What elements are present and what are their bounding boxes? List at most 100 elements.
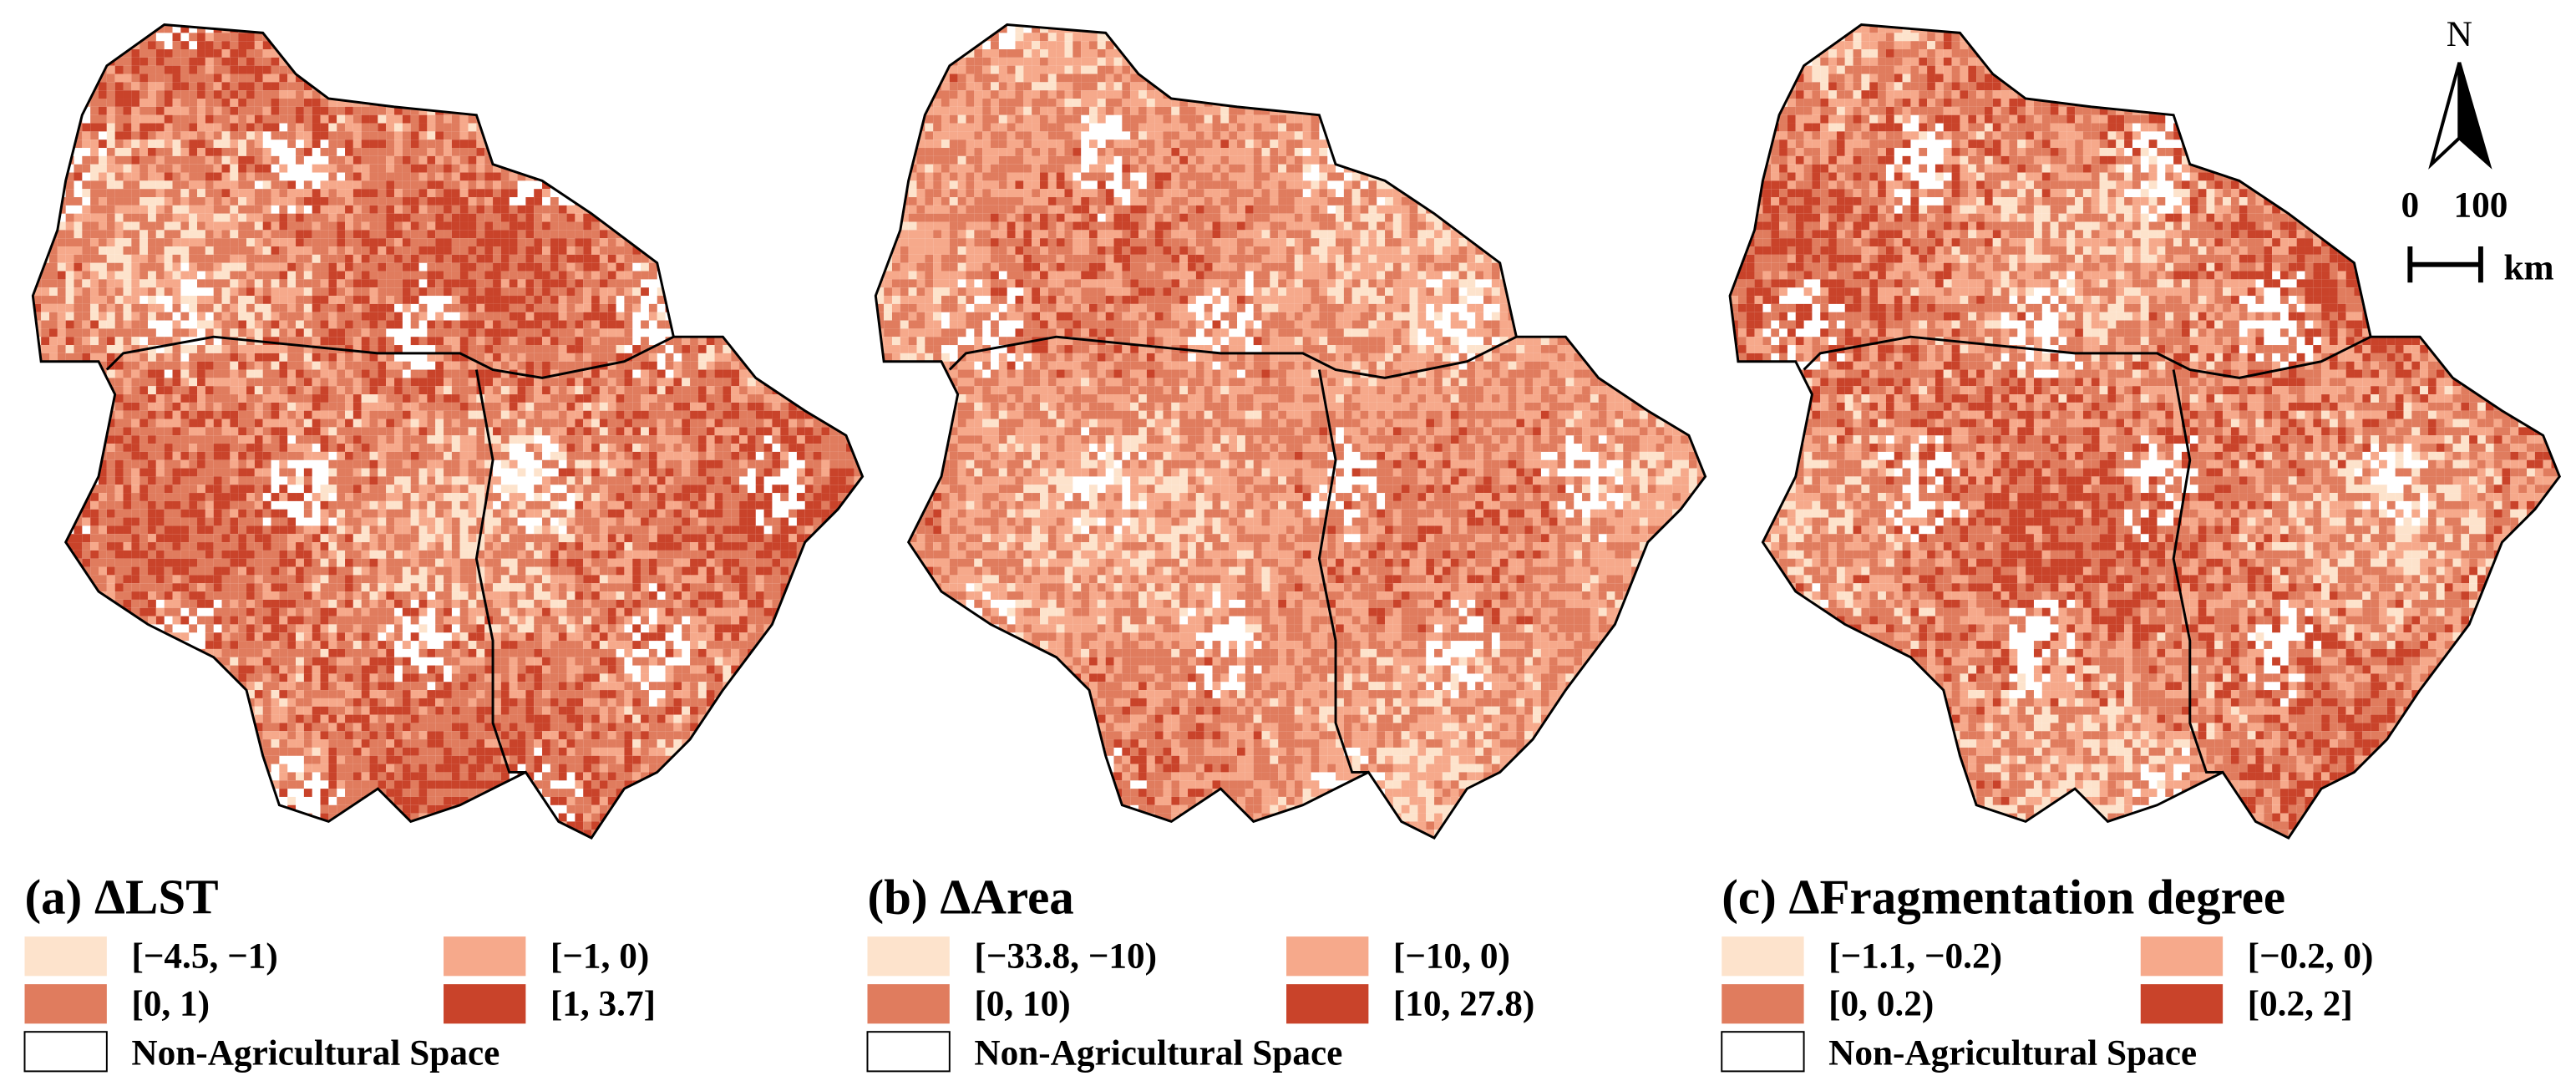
raster-cell [328,164,337,173]
raster-cell [394,296,403,304]
raster-cell [197,238,205,247]
raster-cell [845,262,854,271]
raster-cell [468,394,477,403]
raster-cell [378,213,387,222]
raster-cell [402,378,411,387]
raster-cell [155,410,165,419]
raster-cell [74,33,83,42]
raster-cell [591,90,600,99]
raster-cell [641,197,649,206]
raster-cell [49,410,58,419]
raster-cell [99,33,107,42]
raster-cell [337,33,346,42]
raster-cell [172,41,181,50]
raster-cell [221,74,231,83]
raster-cell [123,419,132,428]
raster-cell [213,361,222,370]
raster-cell [673,254,682,263]
raster-cell [813,296,822,304]
raster-cell [427,221,436,231]
raster-cell [180,378,190,387]
raster-cell [804,303,814,312]
raster-cell [632,131,641,140]
raster-cell [123,189,132,198]
raster-cell [352,419,362,428]
raster-cell [666,17,674,25]
raster-cell [427,410,436,419]
raster-cell [189,402,198,411]
raster-cell [517,164,526,173]
raster-cell [172,74,181,83]
raster-cell [221,328,231,337]
raster-cell [123,33,132,42]
raster-cell [739,155,748,165]
raster-cell [106,287,115,297]
raster-cell [739,90,748,99]
raster-cell [845,410,854,419]
raster-cell [772,57,781,66]
raster-cell [714,114,723,124]
raster-cell [747,410,756,419]
raster-cell [509,279,518,288]
raster-cell [320,337,329,346]
raster-cell [706,33,715,42]
raster-cell [657,155,666,165]
raster-cell [352,386,362,395]
raster-cell [690,172,698,181]
raster-cell [99,378,107,387]
raster-cell [378,106,387,115]
raster-cell [607,427,616,436]
raster-cell [780,221,789,231]
raster-cell [796,353,805,362]
raster-cell [312,41,321,50]
raster-cell [303,378,312,387]
raster-cell [575,49,584,58]
raster-cell [789,262,797,271]
raster-cell [345,230,353,239]
raster-cell [772,221,781,231]
raster-cell [246,230,255,239]
raster-cell [49,312,58,321]
raster-cell [476,230,485,239]
raster-cell [755,106,764,115]
raster-cell [328,312,337,321]
raster-cell [164,378,173,387]
raster-cell [320,24,329,33]
raster-cell [303,65,312,74]
raster-cell [148,279,156,288]
raster-cell [41,24,50,33]
raster-cell [673,180,682,190]
raster-cell [352,205,362,214]
raster-cell [632,172,641,181]
raster-cell [221,41,231,50]
raster-cell [607,296,616,304]
raster-cell [558,296,567,304]
raster-cell [804,296,814,304]
raster-cell [164,82,173,91]
raster-cell [493,65,501,74]
raster-cell [583,180,592,190]
raster-cell [862,180,863,190]
raster-cell [682,361,691,370]
raster-cell [451,394,460,403]
raster-cell [262,197,271,206]
raster-cell [690,337,698,346]
raster-cell [607,394,616,403]
raster-cell [607,114,616,124]
raster-cell [303,271,312,280]
raster-cell [641,140,649,149]
raster-cell [123,402,132,411]
raster-cell [460,17,469,25]
raster-cell [550,205,559,214]
raster-cell [575,271,584,280]
raster-cell [509,90,518,99]
raster-cell [287,106,297,115]
raster-cell [739,65,748,74]
raster-cell [328,99,337,107]
raster-cell [345,279,353,288]
raster-cell [476,303,485,312]
raster-cell [493,303,501,312]
raster-cell [484,65,494,74]
raster-cell [369,155,378,165]
raster-cell [789,320,797,329]
